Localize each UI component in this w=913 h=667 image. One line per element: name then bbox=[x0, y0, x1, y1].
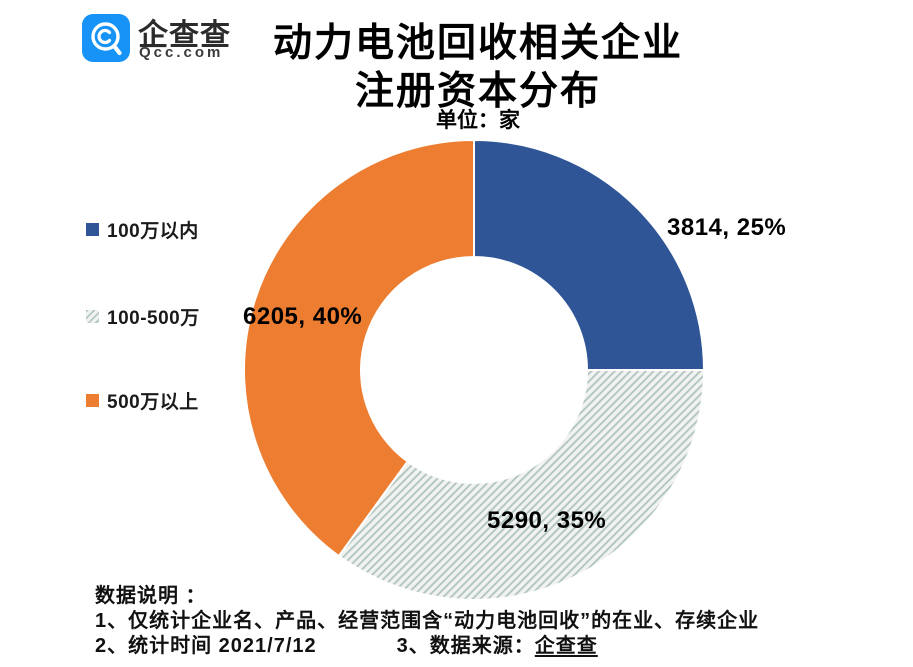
slice-label-under-1m: 3814, 25% bbox=[667, 214, 787, 241]
legend-swatch-blue bbox=[86, 223, 99, 236]
legend-item-under-1m: 100万以内 bbox=[86, 216, 199, 243]
note-date: 2、统计时间 2021/7/12 bbox=[95, 635, 317, 657]
notes-heading: 数据说明 ： bbox=[95, 585, 207, 607]
unit-label: 单位：家 bbox=[436, 109, 520, 132]
qcc-magnifier-icon bbox=[82, 14, 130, 62]
note-source-prefix: 3、数据来源： bbox=[396, 635, 535, 657]
qcc-logo-icon bbox=[82, 14, 130, 62]
data-notes: 数据说明 ： 1、仅统计企业名、产品、经营范围含“动力电池回收”的在业、存续企业… bbox=[95, 584, 759, 659]
note-source-name: 企查查 bbox=[534, 635, 598, 657]
note-date-and-source: 2、统计时间 2021/7/12 3、数据来源：企查查 bbox=[95, 634, 759, 659]
legend-swatch-orange bbox=[86, 394, 99, 407]
legend-item-over-5m: 500万以上 bbox=[86, 387, 199, 414]
slice-under-1m bbox=[473, 138, 706, 371]
note-scope: 1、仅统计企业名、产品、经营范围含“动力电池回收”的在业、存续企业 bbox=[95, 610, 760, 632]
slice-label-over-5m: 6205, 40% bbox=[243, 303, 363, 330]
legend-label: 100万以内 bbox=[107, 221, 199, 242]
chart-title-line1: 动力电池回收相关企业 bbox=[272, 22, 684, 65]
legend-label: 500万以上 bbox=[107, 392, 199, 413]
legend-label: 100-500万 bbox=[107, 308, 200, 329]
brand-name-cn: 企查查 bbox=[138, 19, 231, 52]
legend-swatch-hatch bbox=[86, 310, 99, 323]
slice-over-5m bbox=[243, 138, 475, 558]
brand-name-en: Qcc.com bbox=[139, 44, 224, 61]
slice-label-1m-to-5m: 5290, 35% bbox=[487, 507, 607, 534]
donut-chart bbox=[243, 138, 706, 601]
legend-item-1m-to-5m: 100-500万 bbox=[86, 303, 200, 330]
slice-1m-to-5m bbox=[337, 369, 706, 601]
chart-title-line2: 注册资本分布 bbox=[354, 70, 602, 113]
